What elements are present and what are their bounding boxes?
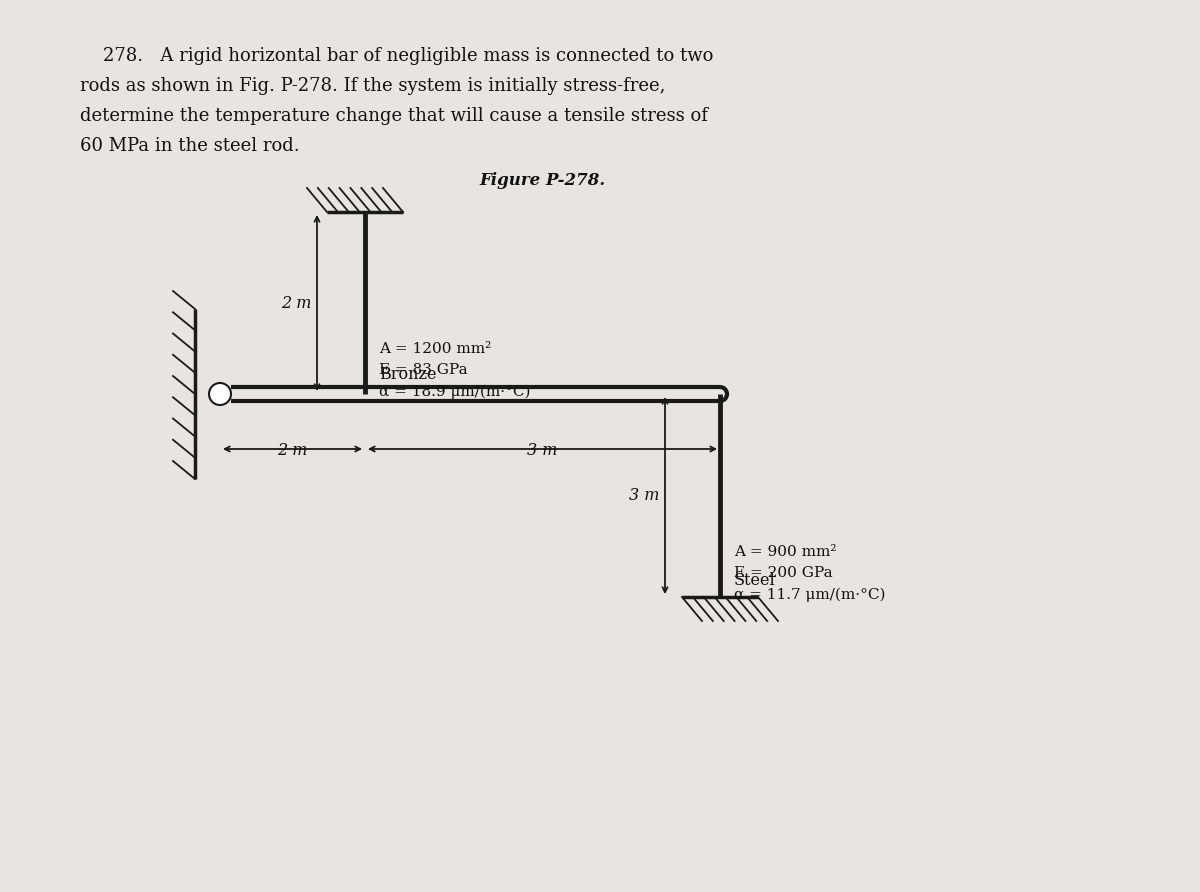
Text: Figure P-278.: Figure P-278.: [480, 172, 606, 189]
Text: rods as shown in Fig. P-278. If the system is initially stress-free,: rods as shown in Fig. P-278. If the syst…: [80, 77, 665, 95]
Text: 3 m: 3 m: [629, 487, 659, 504]
Text: 3 m: 3 m: [527, 442, 558, 459]
Text: A = 900 mm²
E = 200 GPa
α = 11.7 μm/(m·°C): A = 900 mm² E = 200 GPa α = 11.7 μm/(m·°…: [734, 545, 886, 602]
Text: Bronze: Bronze: [379, 366, 437, 383]
Text: Steel: Steel: [734, 572, 775, 589]
Text: A = 1200 mm²
E = 83 GPa
α = 18.9 μm/(m·°C): A = 1200 mm² E = 83 GPa α = 18.9 μm/(m·°…: [379, 342, 530, 399]
Text: 2 m: 2 m: [281, 294, 311, 311]
Text: 278.   A rigid horizontal bar of negligible mass is connected to two: 278. A rigid horizontal bar of negligibl…: [80, 47, 713, 65]
Text: determine the temperature change that will cause a tensile stress of: determine the temperature change that wi…: [80, 107, 708, 125]
Circle shape: [209, 383, 230, 405]
Text: 60 MPa in the steel rod.: 60 MPa in the steel rod.: [80, 137, 300, 155]
Text: 2 m: 2 m: [277, 442, 307, 459]
